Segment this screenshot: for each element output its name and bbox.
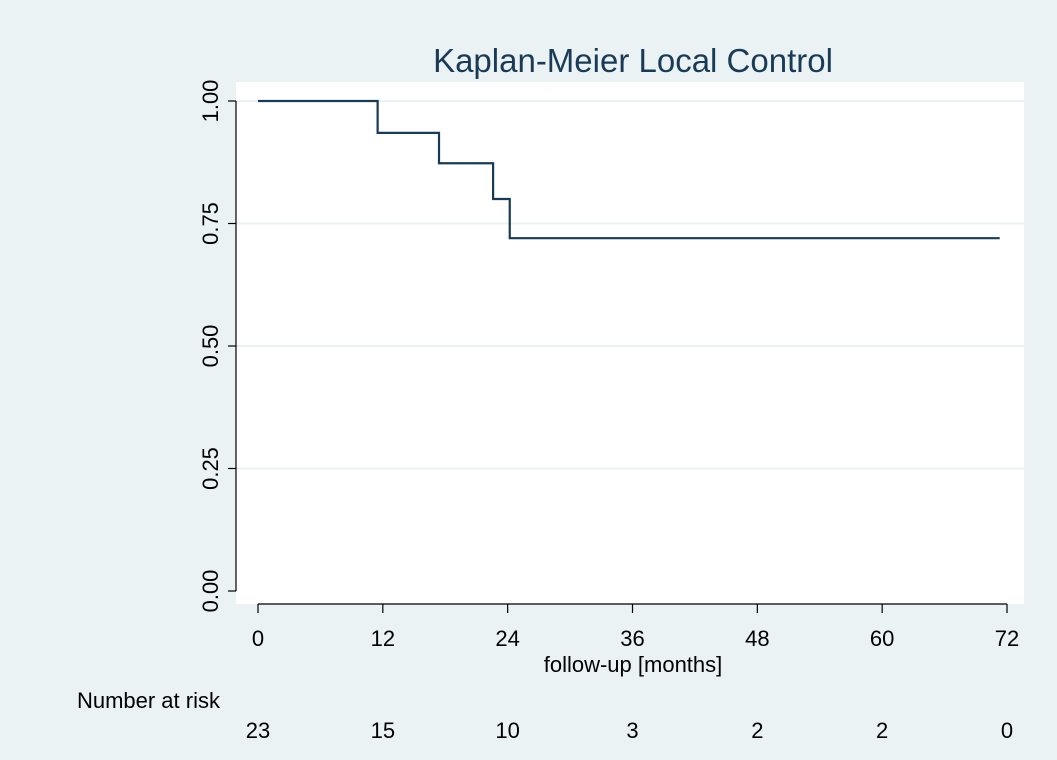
x-tick-label: 72: [995, 626, 1019, 651]
risk-table-label: Number at risk: [77, 688, 221, 713]
y-tick-label: 0.50: [198, 325, 223, 368]
x-tick-label: 24: [495, 626, 519, 651]
chart-title: Kaplan-Meier Local Control: [433, 42, 833, 79]
x-tick-label: 48: [745, 626, 769, 651]
risk-count: 23: [246, 718, 270, 743]
survival-step-line: [258, 99, 1000, 240]
risk-count: 2: [876, 718, 888, 743]
risk-count: 2: [751, 718, 763, 743]
y-tick-label: 0.75: [198, 202, 223, 245]
axes: 0.00 0.25 0.50 0.75 1.00 0 12 24 36 48 60 72: [198, 80, 1019, 651]
x-tick-label: 60: [870, 626, 894, 651]
risk-count: 3: [626, 718, 638, 743]
plot-area: [236, 82, 1024, 604]
risk-count: 10: [495, 718, 519, 743]
x-tick-label: 36: [620, 626, 644, 651]
x-tick-label: 12: [371, 626, 395, 651]
x-axis-label: follow-up [months]: [544, 652, 723, 677]
y-tick-label: 1.00: [198, 80, 223, 123]
series-layer: [258, 99, 1000, 240]
y-tick-label: 0.00: [198, 570, 223, 613]
risk-count: 15: [371, 718, 395, 743]
risk-table: 23 15 10 3 2 2 0: [246, 718, 1013, 743]
x-tick-label: 0: [252, 626, 264, 651]
y-tick-label: 0.25: [198, 447, 223, 490]
risk-count: 0: [1001, 718, 1013, 743]
